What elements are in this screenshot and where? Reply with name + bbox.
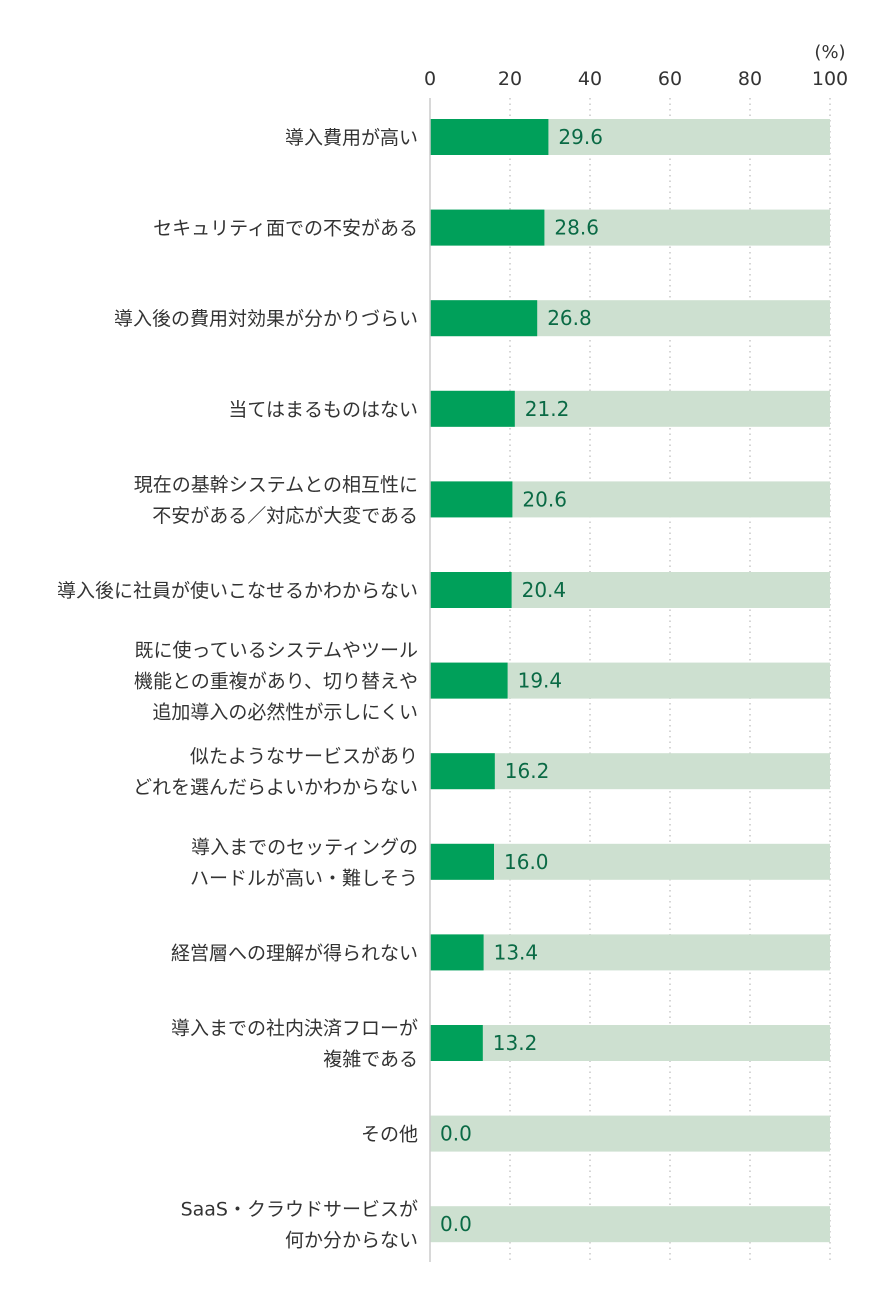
bar: [430, 1025, 483, 1061]
bar: [430, 119, 549, 155]
category-label: 当てはまるものはない: [228, 399, 418, 421]
bar: [430, 481, 513, 518]
bar-value-label: 21.2: [525, 397, 570, 421]
category-label: ハードルが高い・難しそう: [190, 867, 418, 889]
category-label: 機能との重複があり、切り替えや: [134, 671, 418, 693]
bar-value-label: 19.4: [518, 669, 563, 693]
bar-value-label: 28.6: [554, 216, 599, 240]
category-label: 既に使っているシステムやツール: [135, 640, 418, 662]
bar: [430, 390, 515, 427]
bar-value-label: 16.0: [504, 850, 549, 874]
bar: [430, 662, 508, 699]
x-tick-label: 20: [498, 68, 522, 90]
bar-value-label: 0.0: [440, 1122, 472, 1146]
bar-value-label: 0.0: [440, 1212, 472, 1236]
grid-layer: [509, 98, 831, 1262]
category-label: セキュリティ面での不安がある: [153, 218, 418, 240]
category-label: 似たようなサービスがあり: [190, 746, 418, 768]
x-tick-label: 80: [738, 68, 762, 90]
bar-value-label: 29.6: [558, 125, 603, 149]
bar-track: [430, 1115, 830, 1152]
label-layer: (%) 0 20 40 60 80 100 29.6 導入費用が高い 28.6 セキュリティ面での不…: [57, 42, 848, 1252]
category-label: 導入までのセッティングの: [191, 836, 418, 858]
bar: [430, 300, 538, 337]
x-tick-label: 100: [812, 68, 848, 90]
bar-track: [430, 934, 830, 971]
category-label: 経営層への理解が得られない: [171, 942, 418, 964]
x-tick-label: 40: [578, 68, 602, 90]
category-label: その他: [361, 1124, 418, 1146]
bar-track: [430, 843, 830, 880]
category-label: 導入後に社員が使いこなせるかわからない: [57, 580, 418, 602]
category-label: 導入までの社内決済フローが: [171, 1018, 418, 1040]
bar-value-label: 13.2: [493, 1031, 538, 1055]
category-label: 何か分からない: [285, 1230, 418, 1252]
bar: [430, 209, 545, 246]
bar: [430, 843, 494, 880]
bar-track: [430, 753, 830, 790]
bar-value-label: 13.4: [494, 940, 539, 964]
x-tick-label: 0: [424, 68, 436, 90]
bar-track: [430, 1206, 830, 1243]
bar-value-label: 20.4: [522, 578, 567, 602]
bar-value-label: 20.6: [522, 487, 567, 511]
bar: [430, 572, 512, 608]
category-label: SaaS・クラウドサービスが: [181, 1199, 418, 1221]
category-label: どれを選んだらよいかわからない: [133, 777, 418, 799]
category-label: 現在の基幹システムとの相互性に: [134, 474, 418, 496]
unit-label: (%): [814, 42, 845, 63]
category-label: 複雑である: [323, 1049, 418, 1071]
category-label: 導入後の費用対効果が分かりづらい: [114, 308, 418, 330]
bar: [430, 753, 495, 790]
category-label: 不安がある／対応が大変である: [152, 505, 418, 527]
bar: [430, 934, 484, 971]
category-label: 追加導入の必然性が示しにくい: [152, 702, 418, 724]
bar-value-label: 16.2: [505, 759, 550, 783]
bar-value-label: 26.8: [547, 306, 592, 330]
bar-track: [430, 1025, 830, 1061]
category-label: 導入費用が高い: [285, 127, 418, 149]
x-tick-label: 60: [658, 68, 682, 90]
bar-layer: [430, 119, 549, 1061]
